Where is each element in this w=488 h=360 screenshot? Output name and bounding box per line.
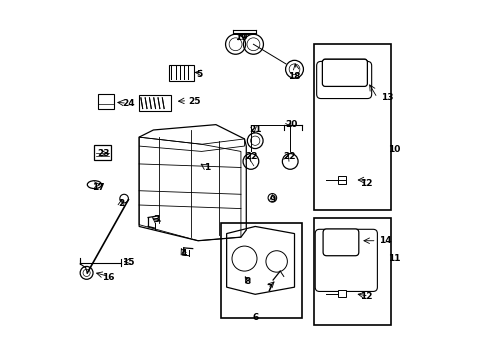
Text: 2: 2 [118, 199, 124, 208]
Text: 1: 1 [203, 163, 210, 172]
Bar [337, 176, 345, 184]
Bar [169, 65, 194, 81]
Bar [221, 223, 301, 318]
Text: 8: 8 [244, 277, 251, 286]
Text: 20: 20 [284, 120, 297, 129]
FancyBboxPatch shape [322, 59, 366, 86]
Text: 12: 12 [359, 292, 371, 301]
Bar [313, 44, 390, 210]
FancyBboxPatch shape [315, 229, 377, 292]
Text: 6: 6 [252, 313, 258, 322]
Bar [313, 217, 390, 325]
Text: 9: 9 [269, 195, 276, 204]
Bar [139, 95, 171, 111]
Text: 11: 11 [387, 254, 400, 263]
Text: 23: 23 [97, 149, 109, 158]
Text: 22: 22 [245, 152, 257, 161]
FancyBboxPatch shape [323, 229, 358, 256]
Bar [337, 290, 345, 297]
Bar [98, 94, 114, 109]
Text: 7: 7 [266, 284, 272, 293]
Text: 15: 15 [122, 258, 134, 267]
Text: 10: 10 [387, 145, 400, 154]
Text: 21: 21 [248, 126, 261, 135]
Text: 3: 3 [154, 215, 160, 224]
Text: 4: 4 [180, 249, 186, 258]
Text: 19: 19 [234, 33, 247, 42]
Text: 24: 24 [122, 99, 134, 108]
Text: 14: 14 [379, 236, 391, 245]
Text: 12: 12 [359, 179, 371, 188]
Text: 25: 25 [188, 97, 201, 106]
FancyBboxPatch shape [326, 231, 358, 251]
Text: 13: 13 [380, 93, 393, 102]
Text: 22: 22 [283, 152, 295, 161]
Text: 17: 17 [92, 183, 104, 192]
Text: 5: 5 [196, 70, 203, 79]
FancyBboxPatch shape [322, 59, 366, 86]
Text: 18: 18 [287, 72, 300, 81]
Bar [94, 145, 110, 160]
FancyBboxPatch shape [316, 62, 371, 99]
Text: 16: 16 [102, 273, 115, 282]
